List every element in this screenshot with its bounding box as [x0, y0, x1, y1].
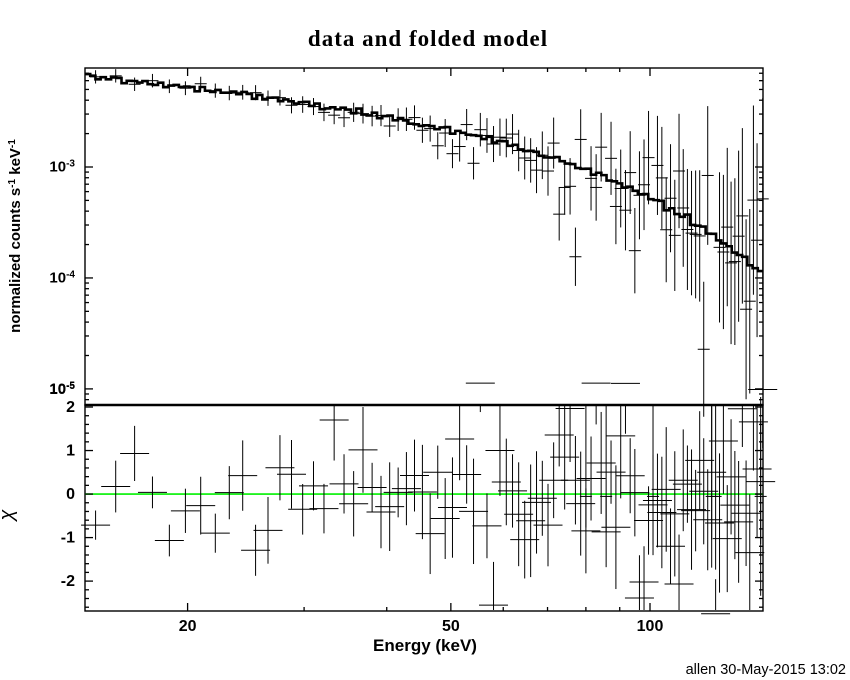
svg-text:50: 50	[442, 618, 460, 635]
svg-text:χ: χ	[0, 508, 18, 522]
svg-text:100: 100	[637, 618, 664, 635]
svg-text:data and folded model: data and folded model	[308, 26, 548, 51]
svg-text:2: 2	[66, 399, 75, 416]
svg-text:allen 30-May-2015 13:02: allen 30-May-2015 13:02	[686, 662, 846, 678]
svg-text:0: 0	[66, 486, 75, 503]
svg-text:Energy (keV): Energy (keV)	[373, 636, 477, 655]
svg-text:-1: -1	[61, 530, 75, 547]
svg-text:normalized counts s-1 keV-1: normalized counts s-1 keV-1	[7, 139, 24, 333]
svg-text:20: 20	[179, 618, 197, 635]
svg-text:-2: -2	[61, 573, 75, 590]
svg-text:1: 1	[66, 443, 75, 460]
